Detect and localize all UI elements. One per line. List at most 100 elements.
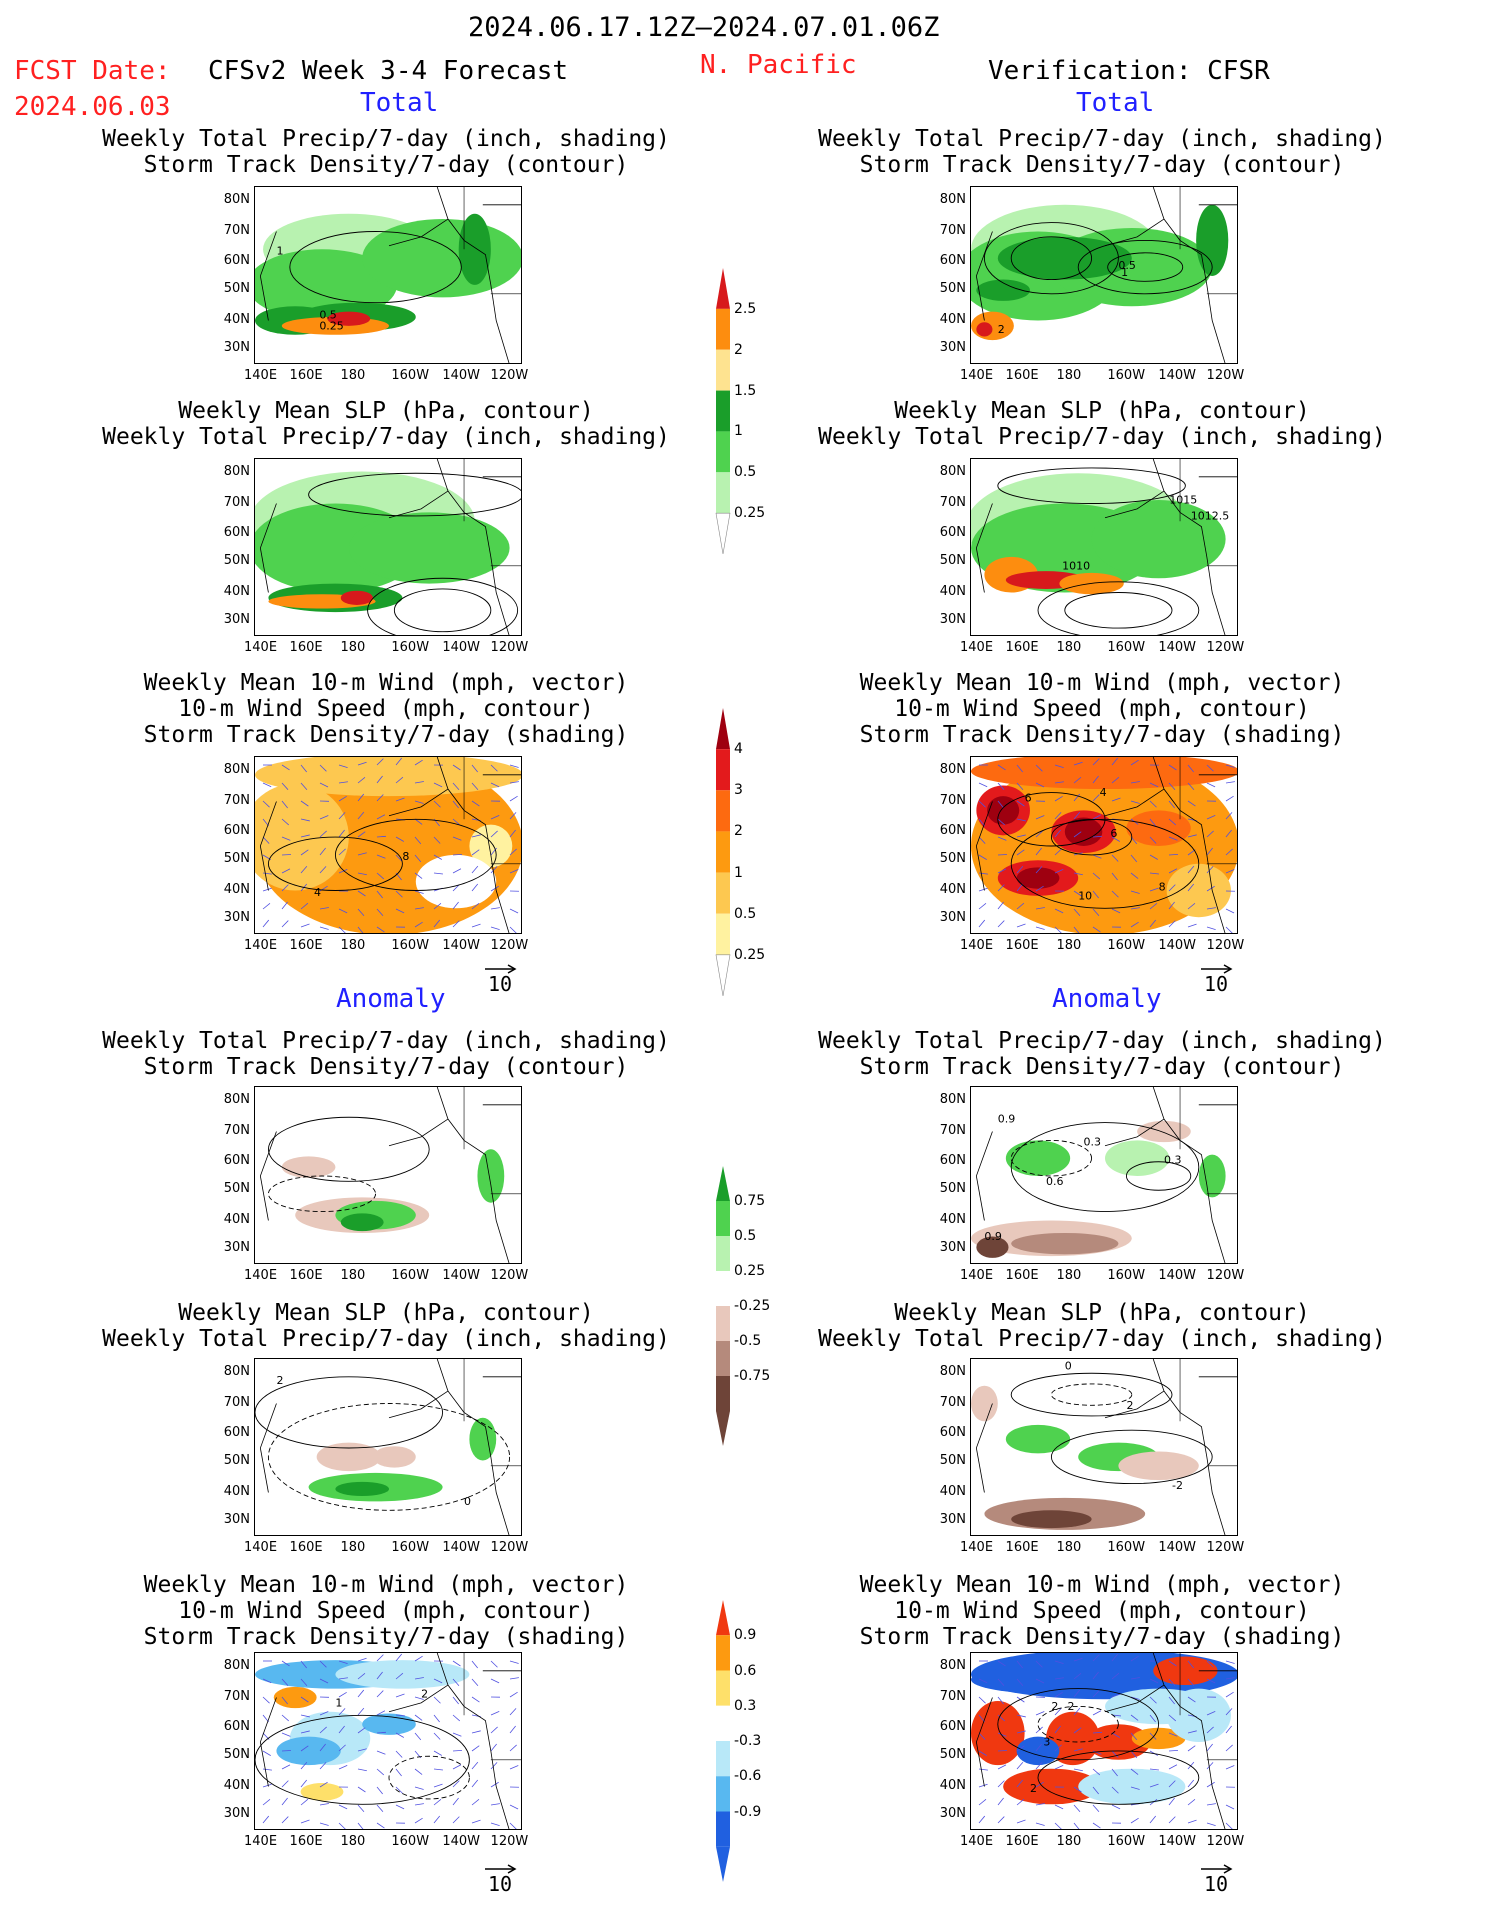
wind-vector xyxy=(997,1732,1007,1737)
wind-vector xyxy=(1187,883,1195,892)
wind-vector xyxy=(281,764,290,771)
arrow-right-icon xyxy=(1201,1864,1233,1874)
wind-vector xyxy=(319,866,327,874)
lon-label: 140W xyxy=(442,1268,480,1283)
wind-vector xyxy=(452,1660,461,1667)
wind-vector xyxy=(1054,781,1064,784)
wind-vector xyxy=(1149,872,1159,875)
colorbar-tip xyxy=(716,1411,730,1446)
wind-vector xyxy=(1130,907,1140,910)
panel-title-l4: Weekly Total Precip/7-day (inch, shading… xyxy=(86,1028,686,1080)
colorbar-precip_anom xyxy=(716,1166,730,1446)
wind-vector xyxy=(1035,815,1045,820)
contour-line xyxy=(1010,236,1093,281)
title-line: Weekly Total Precip/7-day (inch, shading… xyxy=(818,1326,1386,1352)
colorbar-label: 0.3 xyxy=(734,1697,757,1714)
wind-vector xyxy=(978,854,987,860)
coastline xyxy=(259,1087,521,1263)
lon-label: 140W xyxy=(1158,938,1196,953)
wind-vector xyxy=(395,1714,405,1717)
colorbar-segment xyxy=(716,790,730,832)
fcst-date-label: FCST Date: xyxy=(14,56,171,86)
contour-line xyxy=(367,577,519,635)
wind-vector xyxy=(1130,1655,1139,1662)
colorbar-label: 0.25 xyxy=(734,1263,766,1279)
title-line: Weekly Total Precip/7-day (inch, shading… xyxy=(818,424,1386,450)
contour-label: 2 xyxy=(1126,1399,1133,1412)
lat-label: 30N xyxy=(223,339,250,355)
wind-vector xyxy=(1206,815,1216,820)
section-total-right: Total xyxy=(1076,88,1155,118)
shading-region xyxy=(1046,1711,1100,1766)
wind-vector xyxy=(1149,818,1156,827)
wind-vector xyxy=(319,830,327,838)
wind-vector xyxy=(1225,812,1233,820)
wind-vector xyxy=(281,818,289,826)
wind-vector xyxy=(433,1768,443,1771)
wind-vector xyxy=(1206,830,1214,838)
shading-region xyxy=(971,757,1237,790)
lon-label: 140W xyxy=(442,1834,480,1849)
lat-label: 60N xyxy=(223,822,250,838)
wind-vector xyxy=(978,800,986,808)
wind-vector xyxy=(1149,1696,1157,1704)
title-line: Weekly Total Precip/7-day (inch, shading… xyxy=(818,1028,1386,1054)
wind-vector xyxy=(357,777,366,784)
wind-vector xyxy=(1035,866,1043,874)
wind-vector xyxy=(1206,1762,1214,1770)
title-line: 10-m Wind Speed (mph, contour) xyxy=(178,696,594,722)
map-canvas: 84 xyxy=(255,757,521,933)
wind-vector xyxy=(281,1714,289,1722)
wind-vector xyxy=(1168,800,1175,809)
wind-vector xyxy=(319,926,329,930)
wind-vector xyxy=(338,908,348,914)
shading-region xyxy=(1005,1424,1071,1454)
panel-title-r2: Weekly Mean SLP (hPa, contour) Weekly To… xyxy=(802,398,1402,450)
wind-vector xyxy=(357,1689,365,1698)
wind-vector xyxy=(1130,1696,1140,1700)
panel-title-l6: Weekly Mean 10-m Wind (mph, vector) 10-m… xyxy=(86,1572,686,1650)
wind-vector xyxy=(1130,1817,1139,1824)
wind-vector xyxy=(338,1708,346,1716)
contour-line xyxy=(267,836,403,891)
lon-label: 140W xyxy=(442,640,480,655)
wind-vector xyxy=(509,908,519,914)
wind-vector xyxy=(376,1804,384,1813)
wind-vector xyxy=(1054,926,1062,933)
wind-vector xyxy=(300,834,310,838)
wind-vector xyxy=(452,1714,461,1722)
wind-vector xyxy=(1187,800,1196,807)
shading-region xyxy=(348,512,510,584)
wind-vector xyxy=(395,776,404,784)
wind-vector xyxy=(1073,761,1083,766)
wind-vector xyxy=(1168,1660,1177,1667)
wind-vector xyxy=(376,872,385,880)
wind-vector xyxy=(1016,865,1024,874)
wind-vector xyxy=(471,1745,480,1752)
colorbar-segment xyxy=(716,1341,730,1376)
lon-label: 160E xyxy=(289,938,323,953)
map-panel-r3: 6 4 6 10 8 xyxy=(970,756,1238,934)
wind-vector xyxy=(1130,872,1139,879)
shading-region xyxy=(273,1686,317,1709)
shading-region xyxy=(1196,204,1229,276)
contour-line xyxy=(267,1403,511,1511)
contour-label: 1010 xyxy=(1062,559,1090,572)
lat-label: 30N xyxy=(939,339,966,355)
wind-vector xyxy=(1016,834,1026,838)
colorbar-segment xyxy=(716,390,730,432)
lon-label: 160W xyxy=(1107,938,1146,953)
wind-vector xyxy=(433,782,443,788)
wind-vector xyxy=(395,1750,403,1758)
wind-vector xyxy=(262,1768,272,1771)
wind-vector xyxy=(338,868,348,874)
panel-title-r3: Weekly Mean 10-m Wind (mph, vector) 10-m… xyxy=(802,670,1402,748)
title-line: Storm Track Density/7-day (contour) xyxy=(859,1054,1345,1080)
wind-vector xyxy=(978,919,986,928)
title-line: Storm Track Density/7-day (shading) xyxy=(859,722,1345,748)
lat-label: 50N xyxy=(223,1453,250,1469)
map-panel-r1: 0.5 1 2 xyxy=(970,186,1238,364)
lat-label: 40N xyxy=(939,1211,966,1227)
contour-label: 1 xyxy=(276,245,283,258)
